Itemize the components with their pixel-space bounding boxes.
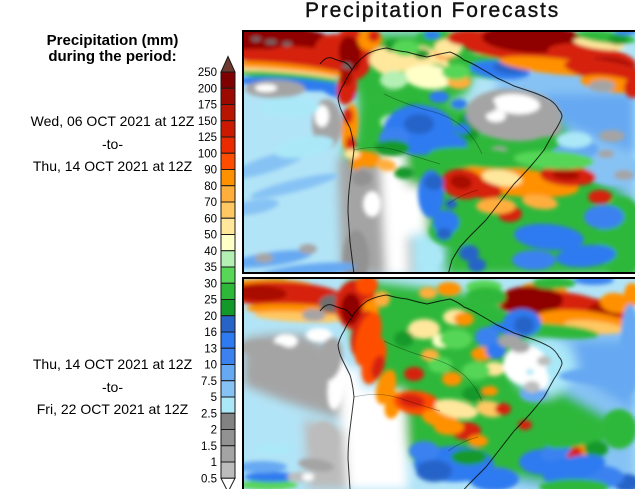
svg-text:35: 35 — [204, 262, 217, 274]
svg-text:1: 1 — [211, 457, 217, 469]
svg-text:13: 13 — [204, 343, 217, 355]
svg-text:7.5: 7.5 — [201, 376, 217, 388]
svg-text:90: 90 — [204, 165, 217, 177]
svg-text:200: 200 — [198, 83, 217, 95]
svg-text:125: 125 — [198, 132, 217, 144]
svg-text:25: 25 — [204, 295, 217, 307]
svg-text:60: 60 — [204, 213, 217, 225]
svg-text:30: 30 — [204, 278, 217, 290]
svg-text:70: 70 — [204, 197, 217, 209]
svg-text:0.5: 0.5 — [201, 473, 217, 485]
svg-text:2: 2 — [211, 425, 217, 437]
svg-text:5: 5 — [211, 392, 217, 404]
svg-text:175: 175 — [198, 100, 217, 112]
svg-text:150: 150 — [198, 116, 217, 128]
svg-text:1.5: 1.5 — [201, 441, 217, 453]
svg-text:50: 50 — [204, 230, 217, 242]
svg-text:40: 40 — [204, 246, 217, 258]
svg-text:100: 100 — [198, 148, 217, 160]
svg-text:250: 250 — [198, 67, 217, 79]
svg-text:20: 20 — [204, 311, 217, 323]
svg-text:16: 16 — [204, 327, 217, 339]
svg-text:80: 80 — [204, 181, 217, 193]
svg-text:10: 10 — [204, 360, 217, 372]
svg-text:2.5: 2.5 — [201, 408, 217, 420]
